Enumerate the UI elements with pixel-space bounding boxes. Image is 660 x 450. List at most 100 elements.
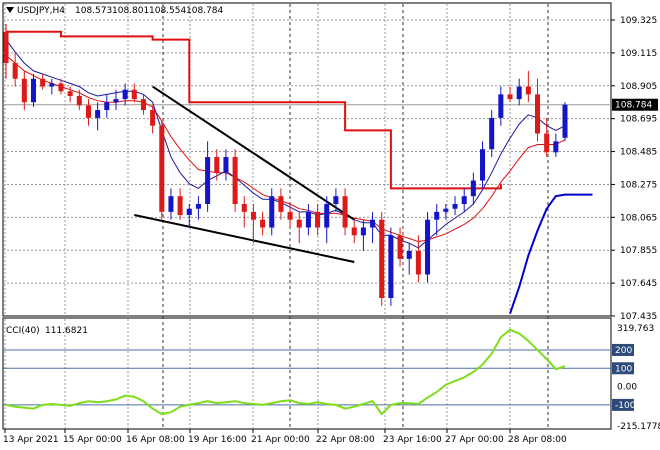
candle-body: [3, 31, 9, 64]
cci-tick-label: 200: [615, 346, 632, 356]
open-value: 108.573: [75, 6, 112, 16]
candle-body: [507, 94, 513, 100]
ma-fast-line: [5, 39, 566, 249]
time-tick-label: 28 Apr 08:00: [508, 435, 567, 445]
candle-body: [260, 219, 266, 228]
high-value: 108.801: [112, 6, 149, 16]
price-tick-label: 108.275: [620, 180, 657, 190]
candle-body: [205, 157, 211, 205]
candle-body: [489, 117, 495, 150]
candles: [3, 23, 568, 306]
candle-body: [241, 204, 247, 212]
candle-body: [30, 78, 37, 103]
candle-body: [360, 227, 366, 236]
candle-body: [269, 196, 275, 228]
price-tick-label: 108.695: [620, 115, 657, 125]
price-tick-label: 108.065: [620, 213, 657, 223]
cci-level-badge: [612, 398, 634, 411]
candle-body: [434, 211, 440, 220]
candle-body: [67, 91, 73, 96]
candle-body: [214, 157, 220, 173]
candle-body: [195, 204, 201, 209]
cci-tick-label: -215.1778: [617, 422, 660, 432]
stop-line-red: [6, 30, 502, 190]
candle-body: [232, 157, 238, 205]
candle-body: [40, 78, 46, 87]
price-tick-label: 107.645: [620, 279, 657, 289]
price-axis: 109.325 109.115 108.905 108.695 108.485 108.2…: [611, 16, 657, 322]
cci-series-line: [5, 328, 566, 416]
candle-body: [104, 102, 110, 111]
moving-averages: [5, 39, 566, 249]
price-tick-label: 109.325: [620, 16, 657, 26]
time-tick-label: 21 Apr 00:00: [251, 435, 310, 445]
price-tick-label: 107.435: [620, 312, 657, 322]
candle-body: [159, 125, 165, 212]
candle-body: [315, 211, 321, 228]
close-value: 108.784: [186, 6, 223, 16]
candle-body: [498, 94, 504, 118]
candle-body: [296, 219, 302, 228]
candle-body: [525, 86, 531, 95]
candle-body: [95, 110, 101, 118]
trendlines[interactable]: [134, 85, 355, 263]
candle-body: [177, 196, 183, 215]
cci-level-badge: [612, 362, 634, 375]
time-axis: 13 Apr 2021 15 Apr 00:00 16 Apr 08:00 19 Ap…: [3, 429, 567, 445]
price-tick-label: 109.115: [620, 49, 657, 59]
candle-body: [370, 219, 376, 228]
candle-body: [443, 208, 449, 212]
candle-body: [534, 94, 541, 134]
cci-tick-label: 100: [615, 364, 632, 374]
trendline[interactable]: [152, 85, 355, 221]
cci-tick-label: -100: [615, 401, 636, 411]
candle-body: [58, 83, 64, 92]
trendline[interactable]: [134, 214, 355, 263]
candle-body: [168, 196, 174, 212]
candle-body: [553, 141, 559, 153]
candle-body: [388, 235, 394, 298]
candle-body: [397, 235, 403, 259]
cci-tick-label: 319.763: [617, 324, 654, 334]
candle-body: [324, 204, 330, 228]
candle-body: [287, 211, 293, 220]
candle-body: [425, 219, 431, 275]
time-tick-label: 19 Apr 16:00: [188, 435, 247, 445]
candle-body: [305, 211, 311, 228]
price-tick-label: 107.855: [620, 246, 657, 256]
candle-body: [140, 99, 146, 111]
candle-body: [379, 219, 385, 298]
candle-body: [122, 89, 128, 100]
cci-level-badge: [612, 343, 634, 356]
candle-body: [562, 104, 568, 138]
candle-body: [186, 208, 192, 215]
candle-body: [342, 196, 348, 228]
symbol-dropdown-icon[interactable]: [6, 7, 14, 13]
time-tick-label: 22 Apr 08:00: [316, 435, 375, 445]
candle-body: [150, 110, 156, 126]
candle-body: [406, 251, 412, 259]
current-price-marker: [612, 98, 658, 111]
indicator-value: 111.6821: [45, 326, 88, 336]
candle-body: [113, 99, 119, 103]
candle-body: [21, 78, 27, 103]
candle-body: [452, 204, 458, 209]
candle-body: [85, 105, 91, 118]
cci-line: [5, 328, 566, 416]
candle-body: [223, 157, 229, 173]
time-tick-label: 16 Apr 08:00: [126, 435, 185, 445]
price-tick-label: 108.485: [620, 148, 657, 158]
stop-line-blue: [509, 193, 593, 315]
cci-tick-label: 0.00: [617, 383, 637, 393]
candle-body: [470, 180, 476, 197]
stop-lines: [6, 30, 593, 315]
candle-body: [544, 133, 550, 153]
candle-body: [351, 227, 357, 236]
symbol-label: USDJPY,H4: [17, 6, 65, 16]
time-tick-label: 23 Apr 16:00: [383, 435, 442, 445]
price-pane[interactable]: [2, 2, 612, 317]
candle-body: [250, 211, 256, 220]
candle-body: [333, 196, 339, 205]
